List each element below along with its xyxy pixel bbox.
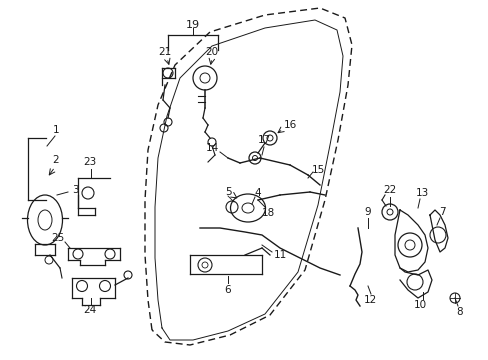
Text: 9: 9 <box>364 207 370 217</box>
Text: 20: 20 <box>205 47 218 57</box>
Text: 10: 10 <box>412 300 426 310</box>
Text: 13: 13 <box>414 188 428 198</box>
Text: 4: 4 <box>254 188 261 198</box>
Text: 25: 25 <box>51 233 64 243</box>
Text: 6: 6 <box>224 285 231 295</box>
Text: 15: 15 <box>311 165 324 175</box>
Text: 23: 23 <box>83 157 97 167</box>
Text: 16: 16 <box>283 120 296 130</box>
Text: 2: 2 <box>53 155 59 165</box>
Text: 8: 8 <box>456 307 462 317</box>
Text: 3: 3 <box>72 185 78 195</box>
Text: 21: 21 <box>158 47 171 57</box>
Text: 14: 14 <box>205 143 218 153</box>
Text: 19: 19 <box>185 20 200 30</box>
Text: 1: 1 <box>53 125 59 135</box>
Text: 12: 12 <box>363 295 376 305</box>
Text: 5: 5 <box>224 187 231 197</box>
Text: 24: 24 <box>83 305 97 315</box>
Text: 18: 18 <box>261 208 274 218</box>
Text: 17: 17 <box>257 135 270 145</box>
Text: 11: 11 <box>273 250 286 260</box>
Text: 7: 7 <box>438 207 445 217</box>
Text: 22: 22 <box>383 185 396 195</box>
